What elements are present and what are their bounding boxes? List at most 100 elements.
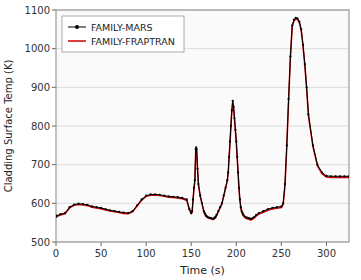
marker — [291, 24, 293, 26]
legend-marker — [75, 25, 79, 29]
marker — [271, 207, 273, 209]
marker — [77, 203, 79, 205]
marker — [255, 214, 257, 216]
marker — [230, 125, 232, 127]
marker — [267, 208, 269, 210]
marker — [348, 175, 349, 177]
tick-mark — [236, 242, 237, 246]
marker — [204, 212, 206, 214]
chart-container: 5006007008009001000110005010015020025030… — [0, 0, 361, 280]
tick-mark — [281, 242, 282, 246]
marker — [241, 210, 243, 212]
marker — [284, 183, 286, 185]
marker — [224, 187, 226, 189]
marker — [205, 215, 207, 217]
marker — [262, 210, 264, 212]
marker — [298, 21, 300, 23]
marker — [95, 206, 97, 208]
grid-line — [56, 87, 349, 88]
marker — [197, 183, 199, 185]
marker — [192, 198, 194, 200]
tick-mark — [52, 164, 56, 165]
marker — [199, 195, 201, 197]
legend-label: FAMILY-MARS — [91, 22, 153, 33]
marker — [221, 202, 223, 204]
marker — [186, 198, 188, 200]
marker — [238, 187, 240, 189]
marker — [289, 55, 291, 57]
marker — [114, 210, 116, 212]
tick-label: 800 — [31, 121, 50, 132]
grid-line — [56, 164, 349, 165]
marker — [282, 202, 284, 204]
marker — [64, 212, 66, 214]
tick-label: 1100 — [25, 5, 50, 16]
chart: 5006007008009001000110005010015020025030… — [0, 0, 361, 280]
marker — [226, 179, 228, 181]
plot-area — [56, 17, 349, 220]
marker — [219, 206, 221, 208]
legend-label: FAMILY-FRAPTRAN — [91, 36, 175, 47]
tick-label: 1000 — [25, 43, 50, 54]
marker — [316, 164, 318, 166]
tick-mark — [56, 242, 57, 246]
marker — [233, 117, 235, 119]
marker — [172, 196, 174, 198]
marker — [212, 218, 214, 220]
marker — [242, 214, 244, 216]
marker — [73, 203, 75, 205]
marker — [194, 179, 196, 181]
marker — [159, 194, 161, 196]
marker — [181, 197, 183, 199]
tick-mark — [52, 242, 56, 243]
marker — [217, 210, 219, 212]
tick-mark — [191, 242, 192, 246]
marker — [190, 212, 192, 214]
marker — [154, 193, 156, 195]
marker — [325, 175, 327, 177]
marker — [293, 19, 295, 21]
marker — [82, 203, 84, 205]
grid-line — [56, 203, 349, 204]
marker — [68, 206, 70, 208]
marker — [214, 217, 216, 219]
marker — [334, 175, 336, 177]
marker — [223, 195, 225, 197]
marker — [304, 63, 306, 65]
marker — [227, 171, 229, 173]
tick-label: 700 — [31, 159, 50, 170]
marker — [213, 217, 215, 219]
marker — [240, 206, 242, 208]
tick-label: 250 — [272, 248, 291, 259]
tick-mark — [52, 126, 56, 127]
x-axis-label: Time (s) — [179, 264, 225, 277]
tick-label: 300 — [317, 248, 336, 259]
marker — [280, 205, 282, 207]
marker — [208, 217, 210, 219]
marker — [228, 156, 230, 158]
tick-label: 500 — [31, 237, 50, 248]
marker — [100, 207, 102, 209]
marker — [235, 140, 237, 142]
marker — [234, 129, 236, 131]
marker — [193, 187, 195, 189]
plot-background — [56, 10, 349, 242]
tick-label: 900 — [31, 82, 50, 93]
tick-label: 0 — [53, 248, 59, 259]
marker — [150, 193, 152, 195]
grid-line — [56, 126, 349, 127]
marker — [177, 196, 179, 198]
marker — [251, 217, 253, 219]
y-axis-label: Cladding Surface Temp (K) — [3, 60, 14, 193]
marker — [215, 214, 217, 216]
legend: FAMILY-MARS FAMILY-FRAPTRAN — [62, 16, 184, 52]
marker — [201, 202, 203, 204]
marker — [287, 98, 289, 100]
tick-mark — [52, 48, 56, 49]
marker — [343, 175, 345, 177]
marker — [306, 86, 308, 88]
tick-mark — [326, 242, 327, 246]
marker — [127, 212, 129, 214]
marker — [232, 100, 234, 102]
marker — [145, 195, 147, 197]
